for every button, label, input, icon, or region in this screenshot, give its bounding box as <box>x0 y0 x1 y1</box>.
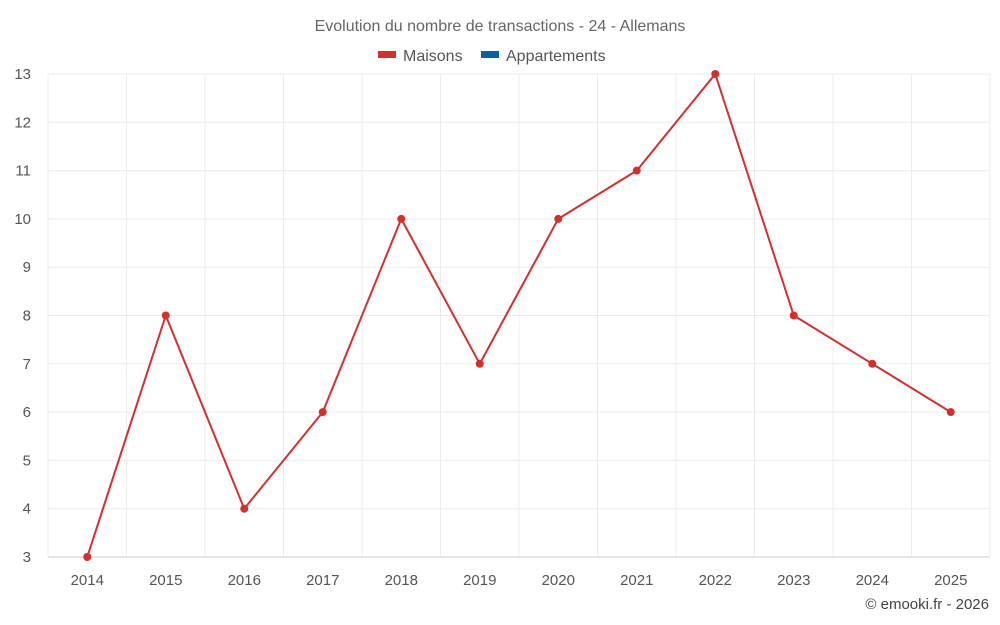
x-tick-label: 2019 <box>463 572 496 589</box>
x-tick-label: 2016 <box>228 572 261 589</box>
series-layer <box>83 70 955 561</box>
x-tick-label: 2015 <box>149 572 182 589</box>
legend-label-appartements[interactable]: Appartements <box>506 48 606 65</box>
data-point-maisons-2016[interactable] <box>240 504 249 513</box>
legend-swatch-maisons <box>378 51 396 58</box>
y-tick-label: 5 <box>23 452 31 469</box>
data-point-maisons-2022[interactable] <box>711 70 720 78</box>
y-tick-label: 4 <box>23 501 31 518</box>
legend-swatch-appartements <box>481 51 499 58</box>
x-tick-label: 2014 <box>71 572 104 589</box>
y-axis-tick-labels: 3 4 5 6 7 8 9 10 11 12 13 <box>14 66 31 566</box>
chart-title: Evolution du nombre de transactions - 24… <box>315 18 686 35</box>
x-tick-label: 2020 <box>542 572 575 589</box>
x-tick-label: 2018 <box>385 572 418 589</box>
data-point-maisons-2014[interactable] <box>83 553 92 561</box>
x-tick-label: 2023 <box>777 572 810 589</box>
x-tick-label: 2025 <box>934 572 967 589</box>
x-gridlines <box>47 74 991 557</box>
data-point-maisons-2024[interactable] <box>868 359 877 368</box>
data-point-maisons-2021[interactable] <box>632 166 641 175</box>
y-tick-label: 8 <box>23 308 31 325</box>
data-point-maisons-2025[interactable] <box>946 408 955 417</box>
data-point-maisons-2015[interactable] <box>161 311 170 320</box>
x-axis-tick-labels: 2014 2015 2016 2017 2018 2019 2020 2021 2022 2023… <box>71 572 968 589</box>
y-tick-label: 7 <box>23 356 31 373</box>
series-line-maisons <box>86 73 952 558</box>
y-tick-label: 11 <box>15 163 31 180</box>
x-tick-label: 2021 <box>620 572 653 589</box>
legend: Maisons Appartements <box>378 48 606 65</box>
data-point-maisons-2017[interactable] <box>318 408 327 417</box>
x-tick-label: 2017 <box>306 572 339 589</box>
data-point-maisons-2019[interactable] <box>475 359 484 368</box>
y-tick-label: 6 <box>23 404 31 421</box>
y-tick-label: 12 <box>14 114 31 131</box>
x-tick-label: 2024 <box>856 572 889 589</box>
data-point-maisons-2023[interactable] <box>789 311 798 320</box>
y-tick-label: 3 <box>23 549 31 566</box>
legend-label-maisons[interactable]: Maisons <box>403 48 463 65</box>
y-tick-label: 9 <box>23 259 31 276</box>
data-point-maisons-2018[interactable] <box>397 214 406 223</box>
x-tick-label: 2022 <box>699 572 732 589</box>
y-tick-label: 13 <box>14 66 31 83</box>
data-point-maisons-2020[interactable] <box>554 214 563 223</box>
credit-text: © emooki.fr - 2026 <box>865 596 989 613</box>
y-tick-label: 10 <box>14 211 31 228</box>
